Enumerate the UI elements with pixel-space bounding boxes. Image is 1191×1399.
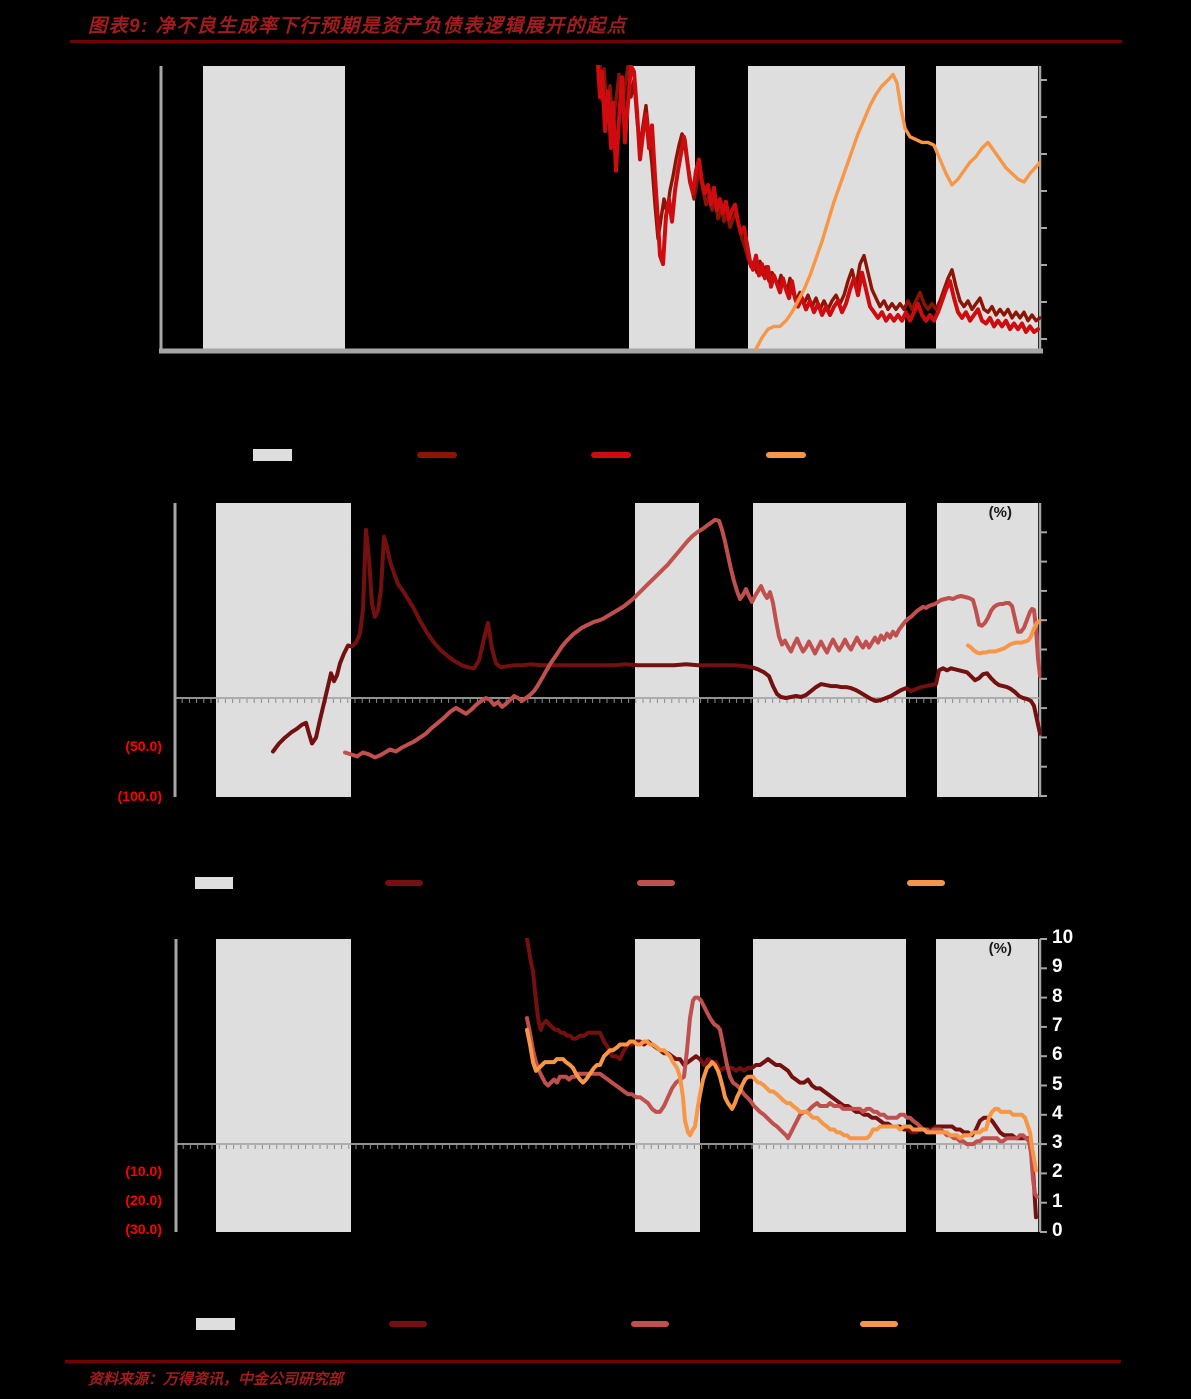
right-axis-label: 7 — [1052, 1015, 1063, 1036]
legend-3-swatch-orange — [860, 1321, 898, 1327]
legend-1-swatch-band — [253, 449, 292, 461]
series-maroon-line — [525, 938, 1038, 1220]
legend-2-swatch-band — [195, 877, 233, 889]
right-axis-label: 9 — [1052, 956, 1063, 977]
source-text: 资料来源：万得资讯，中金公司研究部 — [88, 1371, 344, 1388]
left-axis-label: (10.0) — [125, 1163, 162, 1179]
right-axis-label: 8 — [1052, 986, 1063, 1007]
legend-1-swatch-chart1_red — [591, 452, 631, 458]
chart-2 — [173, 503, 1047, 797]
zero-axis-minor-ticks — [174, 699, 1040, 703]
right-axis-label: 3 — [1052, 1132, 1063, 1153]
series-brick-line — [525, 995, 1039, 1199]
page-title: 图表9: 净不良生成率下行预期是资产负债表逻辑展开的起点 — [88, 16, 628, 37]
footer-rule — [65, 1360, 1121, 1363]
chart-1 — [159, 65, 1047, 354]
legend-1-swatch-orange — [766, 452, 806, 458]
legend-3-swatch-maroon — [389, 1321, 427, 1327]
series-maroon-line — [271, 527, 1041, 754]
legend-1-swatch-chart1_dark — [417, 452, 457, 458]
right-axis-label: 10 — [1052, 927, 1074, 948]
series-orange-line — [525, 1027, 1038, 1173]
title-underline — [70, 40, 1122, 43]
recession-band — [203, 66, 345, 349]
legend-2-swatch-maroon — [385, 880, 423, 886]
series-red-line — [596, 65, 1040, 334]
recession-band — [216, 939, 351, 1232]
legend-2-swatch-brick — [637, 880, 675, 886]
recession-band — [936, 939, 1038, 1232]
recession-band — [753, 939, 906, 1232]
left-axis-label: (30.0) — [125, 1221, 162, 1237]
series-dark-red-line — [598, 65, 1041, 323]
series-brick-line — [343, 517, 1041, 760]
right-axis-label: 0 — [1052, 1220, 1063, 1241]
chart-3 — [174, 938, 1047, 1233]
right-axis-label: 4 — [1052, 1103, 1063, 1124]
recession-band — [216, 503, 351, 797]
recession-band — [635, 503, 699, 797]
legend-3-swatch-brick — [631, 1321, 669, 1327]
series-orange-line — [754, 72, 1041, 351]
left-axis-label: (20.0) — [125, 1192, 162, 1208]
series-orange-line — [966, 618, 1041, 656]
percent-unit-label: (%) — [988, 940, 1012, 957]
right-axis-label: 1 — [1052, 1191, 1063, 1212]
right-axis-label: 5 — [1052, 1074, 1063, 1095]
legend-2-swatch-orange — [907, 880, 945, 886]
right-axis-label: 6 — [1052, 1044, 1063, 1065]
right-axis-label: 2 — [1052, 1161, 1063, 1182]
left-axis-label: (50.0) — [125, 738, 162, 754]
percent-unit-label: (%) — [988, 504, 1012, 521]
recession-band — [936, 66, 1038, 349]
left-axis-label: (100.0) — [117, 788, 162, 804]
legend-3-swatch-band — [196, 1318, 235, 1330]
recession-band — [635, 939, 700, 1232]
